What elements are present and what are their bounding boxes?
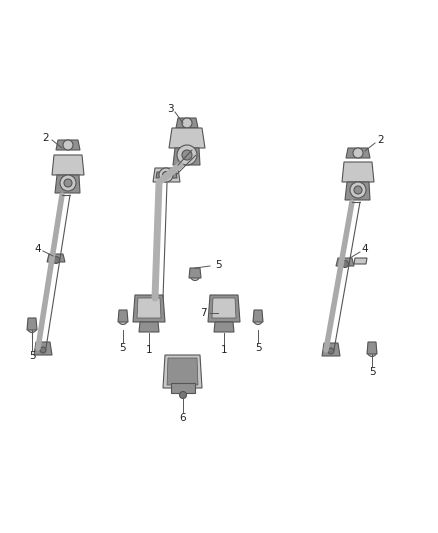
Polygon shape xyxy=(173,148,200,165)
Text: 5: 5 xyxy=(215,260,221,270)
Polygon shape xyxy=(55,175,80,193)
Text: 6: 6 xyxy=(180,413,186,423)
Text: 7: 7 xyxy=(200,308,206,318)
Polygon shape xyxy=(346,148,370,158)
Polygon shape xyxy=(133,295,165,322)
Circle shape xyxy=(191,271,199,280)
Polygon shape xyxy=(189,268,201,278)
Polygon shape xyxy=(139,322,159,332)
Polygon shape xyxy=(208,295,240,322)
Polygon shape xyxy=(167,358,198,385)
Text: 4: 4 xyxy=(35,244,41,254)
Circle shape xyxy=(342,261,349,268)
Circle shape xyxy=(40,347,46,353)
Polygon shape xyxy=(47,254,65,262)
Circle shape xyxy=(53,256,60,263)
Circle shape xyxy=(28,324,36,333)
Circle shape xyxy=(180,392,187,399)
Polygon shape xyxy=(176,118,198,128)
Circle shape xyxy=(60,175,76,191)
Text: 5: 5 xyxy=(254,343,261,353)
Circle shape xyxy=(159,168,173,182)
Circle shape xyxy=(64,179,72,187)
Polygon shape xyxy=(354,258,367,264)
Polygon shape xyxy=(253,310,263,322)
Polygon shape xyxy=(367,342,377,354)
Circle shape xyxy=(63,140,73,150)
Polygon shape xyxy=(156,172,177,178)
Text: 3: 3 xyxy=(167,104,173,114)
Text: 5: 5 xyxy=(28,351,35,361)
Circle shape xyxy=(182,150,192,160)
Text: 1: 1 xyxy=(146,345,152,355)
Polygon shape xyxy=(169,128,205,148)
Circle shape xyxy=(367,348,377,357)
Polygon shape xyxy=(163,355,202,388)
Polygon shape xyxy=(27,318,37,330)
Polygon shape xyxy=(214,322,234,332)
Text: 5: 5 xyxy=(120,343,126,353)
Circle shape xyxy=(119,316,127,325)
Text: 4: 4 xyxy=(362,244,368,254)
Polygon shape xyxy=(336,258,354,266)
Bar xyxy=(213,311,223,316)
Polygon shape xyxy=(153,168,180,182)
Text: 2: 2 xyxy=(42,133,49,143)
Polygon shape xyxy=(345,182,370,200)
Polygon shape xyxy=(212,298,236,318)
Circle shape xyxy=(162,172,170,179)
Text: 1: 1 xyxy=(221,345,227,355)
Polygon shape xyxy=(342,162,374,182)
Polygon shape xyxy=(52,155,84,175)
Circle shape xyxy=(254,316,262,325)
Circle shape xyxy=(328,348,334,354)
Bar xyxy=(171,383,195,393)
Polygon shape xyxy=(56,140,80,150)
Circle shape xyxy=(354,186,362,194)
Circle shape xyxy=(177,145,197,165)
Circle shape xyxy=(182,118,192,128)
Polygon shape xyxy=(34,342,52,355)
Text: 5: 5 xyxy=(369,367,375,377)
Polygon shape xyxy=(322,343,340,356)
Polygon shape xyxy=(137,298,161,318)
Circle shape xyxy=(353,148,363,158)
Text: 2: 2 xyxy=(378,135,384,145)
Circle shape xyxy=(350,182,366,198)
Polygon shape xyxy=(118,310,128,322)
